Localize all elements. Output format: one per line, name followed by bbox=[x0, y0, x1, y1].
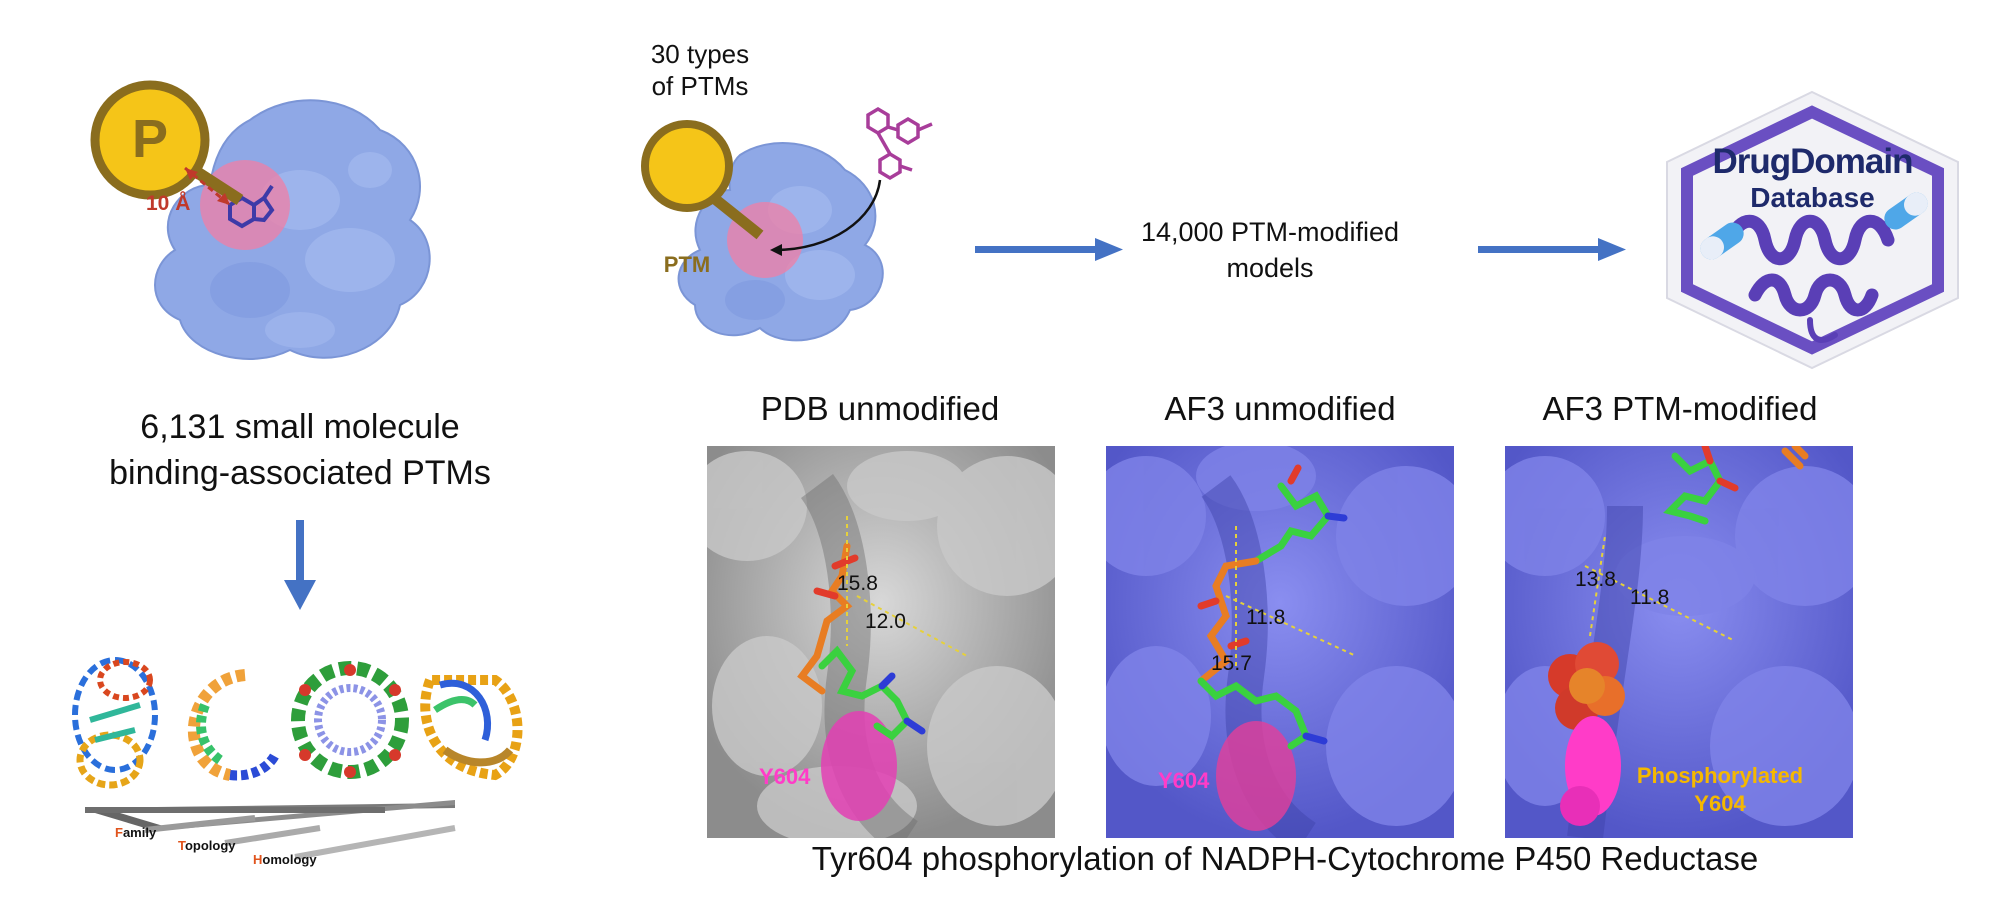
left-caption-line2: binding-associated PTMs bbox=[109, 454, 491, 492]
structure-panel-af3: 11.8 15.7 Y604 bbox=[1106, 446, 1454, 838]
pill-icon-left bbox=[1700, 222, 1744, 260]
ecod-family-label: Family bbox=[115, 825, 156, 840]
left-caption: 6,131 small molecule binding-associated … bbox=[40, 404, 560, 496]
homology-initial: H bbox=[253, 852, 263, 867]
ptm-types-line2: of PTMs bbox=[651, 71, 749, 101]
protein-surface bbox=[707, 451, 1055, 838]
ligand-sticks bbox=[1663, 446, 1809, 525]
arrow-right-2 bbox=[1478, 237, 1628, 263]
distance-label-1: 15.8 bbox=[837, 572, 878, 595]
residue-label: Y604 bbox=[1158, 768, 1210, 793]
residue-label-line2: Y604 bbox=[1694, 791, 1746, 816]
db-logo-line2: Database bbox=[1750, 182, 1875, 213]
pill-icon-right bbox=[1884, 192, 1928, 230]
ptm-models-line1: 14,000 PTM-modified bbox=[1140, 217, 1400, 247]
distance-label-1: 13.8 bbox=[1575, 568, 1616, 591]
phospho-tyrosine-spheres bbox=[1548, 642, 1625, 826]
distance-label-1: 11.8 bbox=[1246, 606, 1286, 629]
ligand-icon bbox=[228, 184, 275, 229]
ptm-badge-label: PTM bbox=[663, 252, 711, 277]
topology-initial: T bbox=[178, 838, 185, 853]
residue-y604 bbox=[821, 711, 897, 821]
ecod-illustration: Family Topology Homology bbox=[55, 650, 540, 875]
homology-rest: omology bbox=[262, 852, 317, 867]
protein-structure-family bbox=[72, 657, 158, 789]
structure-panel-pdb: 15.8 12.0 Y604 bbox=[707, 446, 1055, 838]
residue-label: Y604 bbox=[759, 764, 811, 789]
distance-label: 10 Å bbox=[146, 192, 191, 215]
structure-panel-af3-ptm: 13.8 11.8 Phosphorylated Y604 bbox=[1505, 446, 1853, 838]
binding-site bbox=[200, 160, 290, 250]
distance-label-2: 11.8 bbox=[1630, 586, 1670, 609]
phospho-badge-label: P bbox=[131, 109, 169, 169]
ptm-protein-illustration: PTM bbox=[610, 100, 950, 350]
ptm-badge bbox=[641, 120, 733, 212]
family-initial: F bbox=[115, 825, 123, 840]
left-caption-line1: 6,131 small molecule bbox=[140, 408, 460, 446]
protein-structure-barrel bbox=[420, 675, 523, 781]
residue-label-line1: Phosphorylated bbox=[1636, 763, 1804, 788]
down-arrow bbox=[282, 520, 318, 612]
ptm-types-caption: 30 types of PTMs bbox=[600, 38, 800, 102]
residue-y604 bbox=[1216, 721, 1296, 831]
ligand-sticks bbox=[797, 542, 926, 741]
protein-structure-topology bbox=[187, 669, 280, 781]
binding-arrow bbox=[774, 179, 882, 252]
ptm-models-caption: 14,000 PTM-modified models bbox=[1120, 214, 1420, 286]
ecod-topology-label: Topology bbox=[178, 838, 236, 853]
panel-title-af3: AF3 unmodified bbox=[1164, 390, 1396, 427]
protein-surface bbox=[154, 99, 431, 360]
bottom-caption: Tyr604 phosphorylation of NADPH-Cytochro… bbox=[811, 840, 1759, 877]
ptm-models-line2: models bbox=[1226, 253, 1314, 283]
residue-label: Phosphorylated Y604 bbox=[1605, 762, 1835, 818]
ligand-icon bbox=[866, 106, 933, 181]
ecod-homology-label: Homology bbox=[253, 852, 317, 867]
protein-surface bbox=[1106, 446, 1454, 826]
ligand-sticks bbox=[1197, 464, 1348, 750]
family-rest: amily bbox=[122, 825, 157, 840]
db-logo-line1: DrugDomain bbox=[1712, 142, 1914, 181]
distance-label-2: 12.0 bbox=[865, 610, 906, 633]
topology-rest: opology bbox=[184, 838, 236, 853]
left-protein-illustration: P 10 Å bbox=[50, 50, 490, 380]
panel-title-af3-ptm: AF3 PTM-modified bbox=[1542, 390, 1818, 427]
distance-label-2: 15.7 bbox=[1211, 652, 1252, 675]
drugdomain-database-logo: DrugDomain Database bbox=[1660, 90, 1965, 370]
protein-structure-homology bbox=[291, 661, 409, 779]
ptm-types-line1: 30 types bbox=[650, 39, 750, 69]
panel-title-pdb: PDB unmodified bbox=[760, 390, 1000, 427]
arrow-right-1 bbox=[975, 237, 1125, 263]
protein-ribbon-icon bbox=[1723, 214, 1895, 343]
phospho-badge bbox=[90, 80, 210, 200]
